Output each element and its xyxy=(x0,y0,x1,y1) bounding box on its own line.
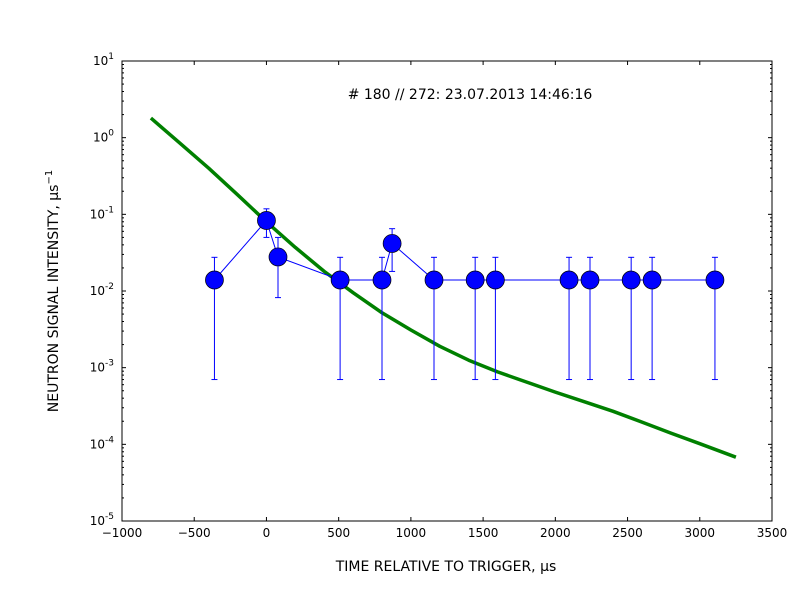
plot-frame xyxy=(121,60,773,522)
data-point xyxy=(205,270,224,290)
y-tick-label: 10-3 xyxy=(90,359,114,375)
x-tick-label: 2500 xyxy=(612,526,643,540)
data-point xyxy=(580,270,600,290)
model-curve xyxy=(149,116,737,459)
y-tick-label: 10-1 xyxy=(90,205,114,221)
data-point xyxy=(705,270,725,290)
x-tick-label: −1000 xyxy=(102,526,143,540)
x-tick-label: 1500 xyxy=(468,526,499,540)
y-tick-label: 10-2 xyxy=(90,282,114,298)
chart-annotation: # 180 // 272: 23.07.2013 14:46:16 xyxy=(348,87,593,103)
data-point xyxy=(559,270,579,290)
x-tick-label: 500 xyxy=(327,526,350,540)
y-tick-label: 10-4 xyxy=(90,435,115,451)
data-connector-line xyxy=(214,219,715,281)
x-tick-label: 0 xyxy=(263,526,271,540)
data-point xyxy=(621,270,641,290)
data-point xyxy=(382,234,402,253)
data-point xyxy=(257,211,276,230)
data-point xyxy=(486,270,505,290)
x-tick-label: 3000 xyxy=(685,526,716,540)
x-tick-label: 2000 xyxy=(540,526,571,540)
x-tick-label: 3500 xyxy=(757,526,788,540)
data-point xyxy=(465,270,485,290)
x-tick-label: 1000 xyxy=(396,526,427,540)
x-axis-label: TIME RELATIVE TO TRIGGER, μs xyxy=(335,559,557,575)
data-point xyxy=(642,270,662,290)
data-point xyxy=(424,270,444,290)
data-point xyxy=(372,270,392,290)
y-axis-label: NEUTRON SIGNAL INTENSITY, μs−1 xyxy=(44,170,62,412)
data-point xyxy=(330,270,350,290)
y-tick-label: 101 xyxy=(93,52,114,68)
data-point xyxy=(268,247,288,267)
x-tick-label: −500 xyxy=(178,526,211,540)
y-tick-label: 100 xyxy=(93,129,114,145)
y-tick-label: 10-5 xyxy=(90,512,114,528)
